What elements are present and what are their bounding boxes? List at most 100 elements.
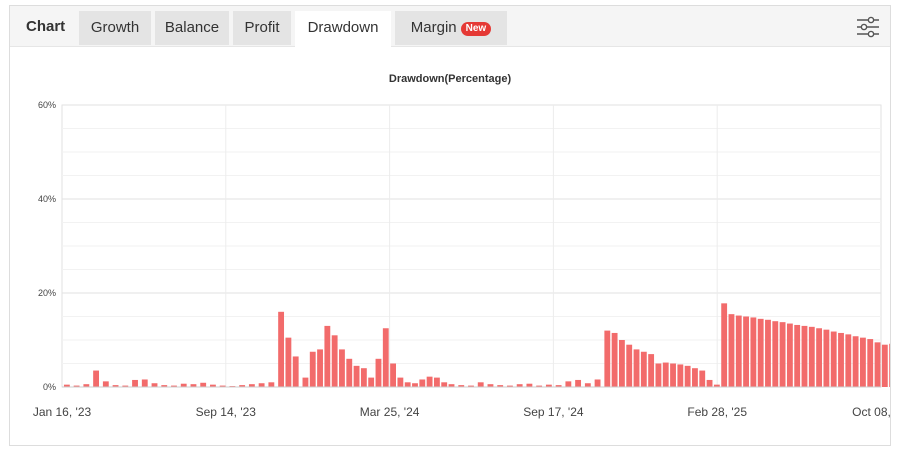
drawdown-bar	[706, 379, 713, 387]
tab-margin-label: Margin	[410, 19, 457, 36]
drawdown-bar	[390, 363, 397, 387]
drawdown-bar	[382, 328, 389, 387]
drawdown-bar	[845, 334, 852, 387]
drawdown-bar	[507, 385, 513, 387]
drawdown-bar	[670, 363, 676, 387]
chart-heading: Chart	[26, 18, 66, 35]
drawdown-bar	[412, 383, 418, 387]
drawdown-bar	[618, 340, 625, 387]
drawdown-bar	[881, 344, 888, 387]
drawdown-bar	[497, 385, 504, 387]
drawdown-bar	[468, 385, 474, 387]
drawdown-bar	[772, 321, 779, 387]
drawdown-bar	[397, 377, 404, 387]
drawdown-bar	[219, 385, 226, 387]
drawdown-bar	[565, 381, 572, 387]
drawdown-bar	[545, 384, 552, 387]
drawdown-bar	[757, 318, 764, 387]
tab-growth-label: Growth	[90, 19, 140, 36]
drawdown-bar	[141, 379, 148, 387]
drawdown-bar	[801, 325, 808, 387]
drawdown-bar	[339, 349, 345, 387]
drawdown-bar	[346, 358, 353, 387]
drawdown-bar	[889, 343, 890, 387]
drawdown-bar	[516, 384, 523, 387]
drawdown-bar	[816, 328, 823, 387]
x-tick-label: Sep 14, '23	[196, 405, 257, 419]
x-tick-label: Mar 25, '24	[360, 405, 420, 419]
drawdown-bar	[575, 379, 582, 387]
drawdown-bar	[368, 377, 375, 387]
drawdown-bar	[684, 365, 691, 387]
drawdown-bar	[611, 332, 618, 387]
drawdown-bar	[713, 384, 720, 387]
chart-title: Drawdown(Percentage)	[388, 73, 512, 85]
drawdown-bar	[210, 384, 216, 387]
drawdown-bar	[794, 324, 801, 387]
x-tick-label: Oct 08, '25	[852, 405, 890, 419]
x-tick-label: Jan 16, '23	[33, 405, 92, 419]
tab-balance-label: Balance	[164, 19, 220, 36]
drawdown-bar	[594, 379, 601, 387]
drawdown-bar	[317, 349, 323, 387]
y-tick-label: 20%	[38, 288, 56, 298]
drawdown-bar	[63, 384, 70, 387]
drawdown-bar	[268, 382, 275, 387]
drawdown-bar	[838, 332, 844, 387]
drawdown-bar	[584, 383, 591, 387]
drawdown-bar	[555, 385, 562, 387]
drawdown-bar	[309, 351, 316, 387]
tab-balance[interactable]: Balance	[155, 11, 229, 45]
drawdown-bar	[404, 382, 411, 387]
drawdown-bar	[852, 336, 859, 387]
drawdown-bar	[171, 385, 177, 387]
drawdown-bar	[655, 363, 662, 387]
drawdown-bar	[808, 326, 815, 387]
drawdown-bar	[239, 385, 246, 387]
y-tick-label: 0%	[43, 382, 56, 392]
drawdown-bar	[419, 379, 426, 387]
drawdown-bar	[743, 316, 749, 387]
drawdown-bar	[765, 319, 771, 387]
y-tick-label: 60%	[38, 100, 56, 110]
drawdown-chart: 0% 20% 40% 60% Jan 16, '23 Sep 14, '23 Mar 25,…	[33, 100, 890, 419]
tab-growth[interactable]: Growth	[79, 11, 151, 45]
drawdown-bar	[823, 329, 830, 387]
drawdown-bar	[83, 384, 90, 387]
drawdown-bar	[728, 314, 735, 387]
drawdown-bar	[190, 384, 197, 387]
drawdown-bar	[73, 385, 80, 387]
drawdown-bar	[324, 325, 331, 387]
drawdown-bar	[200, 382, 207, 387]
tab-profit[interactable]: Profit	[233, 11, 291, 45]
new-badge: New	[460, 22, 492, 36]
tab-drawdown[interactable]: Drawdown	[295, 11, 391, 47]
drawdown-bar	[859, 337, 866, 387]
drawdown-bar	[458, 385, 465, 387]
drawdown-bar	[102, 381, 109, 387]
drawdown-bar	[426, 376, 433, 387]
chart-tab-bar: Chart Growth Balance Profit Drawdown Mar…	[10, 6, 890, 47]
drawdown-bar	[526, 383, 533, 387]
drawdown-bar	[750, 317, 757, 387]
drawdown-bar	[867, 339, 874, 387]
tab-drawdown-label: Drawdown	[307, 19, 379, 36]
drawdown-bar	[477, 382, 484, 387]
drawdown-bar	[302, 377, 309, 387]
drawdown-bar	[662, 362, 669, 387]
drawdown-bar	[779, 322, 786, 387]
tab-margin[interactable]: Margin New	[395, 11, 507, 45]
sliders-icon[interactable]	[856, 15, 880, 39]
drawdown-bar	[874, 342, 881, 387]
drawdown-bar	[375, 358, 382, 387]
x-tick-label: Feb 28, '25	[687, 405, 747, 419]
drawdown-bar	[122, 385, 129, 387]
drawdown-bar	[112, 385, 119, 387]
drawdown-bar	[180, 383, 187, 387]
drawdown-bar	[278, 311, 285, 387]
drawdown-bar	[132, 379, 138, 387]
drawdown-bar	[604, 330, 611, 387]
drawdown-bar	[677, 364, 684, 387]
drawdown-bar	[93, 370, 100, 387]
drawdown-bar	[360, 368, 367, 387]
